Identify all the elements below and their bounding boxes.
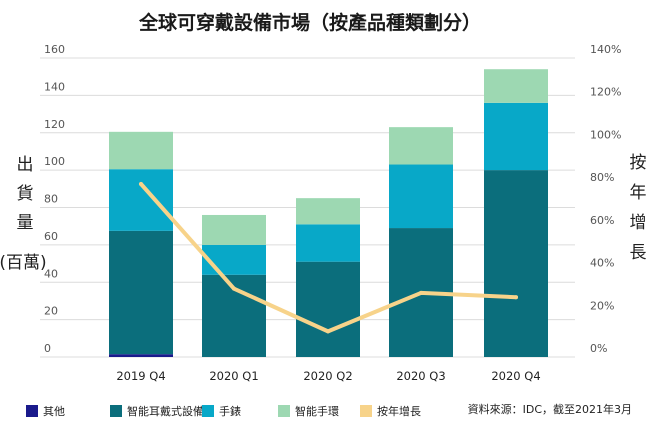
left-tick-label: 80	[44, 193, 58, 206]
legend-swatch	[360, 405, 372, 417]
legend-label: 其他	[43, 405, 65, 418]
growth-point	[514, 295, 518, 300]
left-tick-label: 60	[44, 230, 58, 243]
x-tick-label: 2020 Q2	[303, 369, 352, 383]
left-tick-label: 40	[44, 267, 58, 280]
left-tick-label: 20	[44, 305, 58, 318]
bar-segment	[202, 214, 266, 245]
bar-segment	[109, 354, 173, 357]
bar-segment	[202, 244, 266, 275]
left-tick-label: 160	[44, 43, 65, 56]
left-axis-label-unit: (百萬)	[0, 253, 47, 273]
bar-segment	[109, 131, 173, 170]
source-note: 資料來源：IDC，截至2021年3月	[468, 402, 632, 416]
right-axis-label-char: 增	[630, 213, 647, 233]
bar-segment	[296, 224, 360, 262]
left-axis-label-char: 量	[17, 213, 34, 233]
right-tick-label: 0%	[590, 342, 607, 355]
left-axis-label-char: 出	[17, 155, 34, 175]
legend-label: 智能耳戴式設備	[127, 404, 204, 418]
right-axis-label: 按 年 增 長	[630, 153, 647, 263]
bar-segment	[296, 261, 360, 357]
legend-swatch	[110, 405, 122, 417]
right-tick-label: 140%	[590, 43, 621, 56]
growth-point	[232, 286, 236, 291]
bar-segment	[389, 164, 453, 229]
legend-label: 智能手環	[295, 404, 339, 418]
right-tick-label: 60%	[590, 214, 614, 227]
left-axis-ticks: 0 20 40 60 80 100 120 140 160	[44, 43, 65, 355]
bar-segment	[484, 102, 548, 171]
right-tick-label: 40%	[590, 257, 614, 270]
right-axis-ticks: 0% 20% 40% 60% 80% 100% 120% 140%	[590, 43, 621, 355]
legend-swatch	[26, 405, 38, 417]
left-tick-label: 100	[44, 155, 65, 168]
x-tick-label: 2020 Q1	[209, 369, 258, 383]
left-axis-label-char: 貨	[17, 184, 34, 204]
bar-segment	[296, 198, 360, 225]
legend-label: 手錶	[219, 404, 241, 418]
bar-segment	[389, 127, 453, 165]
right-tick-label: 120%	[590, 86, 621, 99]
legend: 其他 智能耳戴式設備 手錶 智能手環 按年增長	[26, 404, 421, 418]
legend-swatch	[278, 405, 290, 417]
legend-swatch	[202, 405, 214, 417]
growth-point	[139, 182, 143, 187]
right-tick-label: 80%	[590, 171, 614, 184]
right-tick-label: 100%	[590, 128, 621, 141]
bar-group	[109, 69, 548, 357]
growth-point	[326, 329, 330, 334]
x-tick-label: 2019 Q4	[116, 369, 165, 383]
x-axis-ticks: 2019 Q4 2020 Q1 2020 Q2 2020 Q3 2020 Q4	[116, 369, 540, 383]
legend-label: 按年增長	[377, 404, 421, 418]
left-tick-label: 0	[44, 342, 51, 355]
growth-line-group	[139, 182, 518, 334]
chart-title: 全球可穿戴設備市場（按產品種類劃分）	[138, 11, 481, 34]
x-tick-label: 2020 Q3	[396, 369, 445, 383]
left-tick-label: 120	[44, 118, 65, 131]
right-tick-label: 20%	[590, 299, 614, 312]
left-tick-label: 140	[44, 80, 65, 93]
bar-segment	[484, 69, 548, 103]
x-tick-label: 2020 Q4	[491, 369, 540, 383]
bar-segment	[484, 170, 548, 357]
growth-point	[419, 290, 423, 295]
right-axis-label-char: 按	[630, 153, 647, 173]
left-axis-label: 出 貨 量 (百萬)	[0, 155, 47, 273]
bar-segment	[109, 230, 173, 355]
right-axis-label-char: 年	[630, 183, 647, 203]
bar-segment	[109, 169, 173, 231]
right-axis-label-char: 長	[630, 243, 647, 263]
